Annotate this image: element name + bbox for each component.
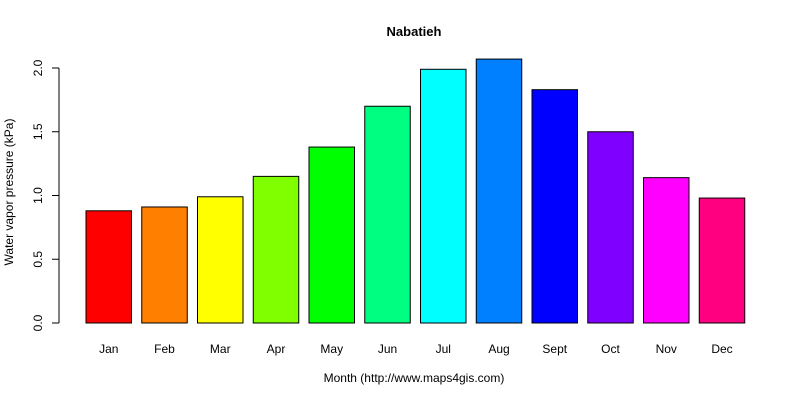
bar-jul [420, 68, 467, 324]
x-tick-label: Mar [210, 342, 231, 356]
y-axis-label: Water vapor pressure (kPa) [2, 119, 16, 266]
y-tick-label: 0.5 [31, 251, 45, 268]
x-tick-label: Feb [154, 342, 175, 356]
x-tick-label: May [320, 342, 343, 356]
x-tick-label: Jul [436, 342, 451, 356]
x-tick-label: Sept [542, 342, 567, 356]
bar-jan [85, 210, 132, 324]
bar-apr [252, 175, 300, 324]
bar-jun [364, 105, 411, 324]
x-tick-label: Dec [711, 342, 732, 356]
x-tick-label: Jun [378, 342, 397, 356]
y-tick-label: 1.0 [31, 187, 45, 204]
y-axis: 0.0 0.5 1.0 1.5 2.0 [31, 59, 60, 331]
bar-feb [141, 206, 188, 324]
x-axis-label: Month (http://www.maps4gis.com) [324, 371, 505, 385]
x-tick-label: Oct [601, 342, 620, 356]
y-tick-label: 2.0 [31, 59, 45, 76]
x-tick-label: Aug [488, 342, 509, 356]
y-tick-label: 1.5 [31, 123, 45, 140]
x-tick-label: Apr [267, 342, 286, 356]
bar-aug [475, 58, 523, 324]
y-tick-label: 0.0 [31, 314, 45, 331]
x-tick-label: Nov [656, 342, 677, 356]
bar-oct [587, 131, 634, 324]
bar-sept [531, 89, 578, 324]
bar-nov [643, 177, 690, 324]
chart-title: Nabatieh [387, 24, 442, 39]
bar-mar [197, 196, 244, 324]
bars [85, 58, 746, 324]
x-axis-labels: Jan Feb Mar Apr May Jun Jul Aug Sept Oct Nov Dec [99, 342, 733, 356]
bar-dec [698, 197, 746, 324]
x-tick-label: Jan [99, 342, 118, 356]
bar-may [308, 146, 355, 324]
